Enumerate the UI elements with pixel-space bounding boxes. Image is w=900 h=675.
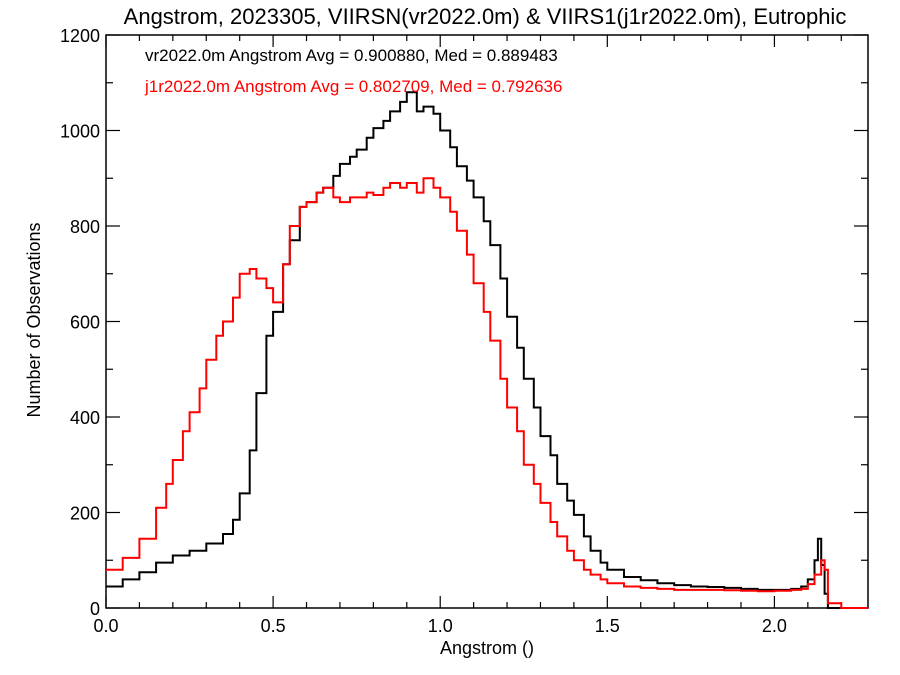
y-tick-label: 0 [90, 599, 100, 619]
y-tick-label: 1000 [60, 122, 100, 142]
y-axis-ticks: 0 200 400 600 800 1000 1200 [60, 26, 868, 619]
y-tick-label: 400 [70, 408, 100, 428]
x-tick-label: 1.0 [428, 616, 453, 636]
x-tick-label: 1.5 [595, 616, 620, 636]
y-tick-label: 800 [70, 217, 100, 237]
y-tick-label: 1200 [60, 26, 100, 46]
y-axis-title: Number of Observations [24, 222, 44, 417]
legend-entry-j1r2022: j1r2022.0m Angstrom Avg = 0.802709, Med … [144, 77, 562, 96]
series-line-0 [106, 91, 868, 609]
series-line-1 [106, 177, 868, 609]
x-tick-label: 2.0 [762, 616, 787, 636]
series-group [106, 91, 868, 609]
y-tick-label: 600 [70, 313, 100, 333]
x-tick-label: 0.5 [261, 616, 286, 636]
x-tick-label: 0.0 [93, 616, 118, 636]
legend-entry-vr2022: vr2022.0m Angstrom Avg = 0.900880, Med =… [145, 46, 558, 65]
x-axis-ticks: 0.0 0.5 1.0 1.5 2.0 [93, 35, 842, 636]
chart-title: Angstrom, 2023305, VIIRSN(vr2022.0m) & V… [124, 4, 847, 29]
y-tick-label: 200 [70, 504, 100, 524]
plot-frame [105, 34, 869, 609]
x-axis-title: Angstrom () [440, 638, 534, 658]
plot-border [105, 34, 869, 609]
